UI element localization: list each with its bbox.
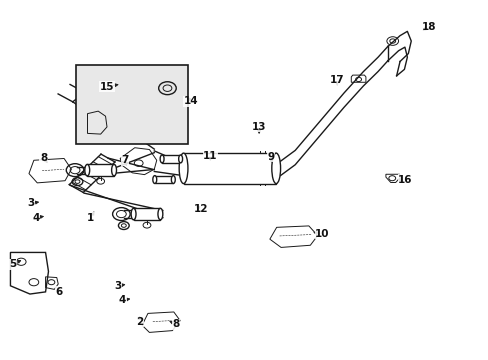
Text: 4: 4 — [119, 295, 126, 305]
Ellipse shape — [131, 208, 136, 220]
Text: 17: 17 — [329, 75, 344, 85]
Text: 6: 6 — [56, 287, 62, 297]
Bar — [155, 176, 173, 184]
Ellipse shape — [271, 153, 280, 184]
Bar — [87, 165, 114, 176]
Text: 16: 16 — [397, 175, 412, 185]
Ellipse shape — [153, 176, 157, 184]
Text: 4: 4 — [32, 213, 40, 222]
Ellipse shape — [84, 165, 89, 176]
Ellipse shape — [158, 208, 163, 220]
Text: 3: 3 — [27, 198, 35, 208]
Text: 12: 12 — [193, 204, 207, 214]
Ellipse shape — [111, 165, 116, 176]
Bar — [162, 155, 180, 163]
Text: 2: 2 — [136, 317, 143, 327]
Text: 8: 8 — [40, 153, 47, 163]
Text: 7: 7 — [121, 155, 128, 165]
Text: 9: 9 — [267, 152, 274, 162]
Text: 15: 15 — [100, 82, 114, 92]
Bar — [76, 65, 188, 144]
Text: 11: 11 — [203, 150, 217, 161]
Ellipse shape — [171, 176, 175, 184]
Text: 13: 13 — [251, 122, 266, 132]
Text: 1: 1 — [87, 213, 94, 222]
Text: 8: 8 — [172, 319, 180, 329]
Text: 14: 14 — [183, 96, 198, 106]
Bar — [133, 208, 160, 220]
Ellipse shape — [160, 155, 163, 163]
Text: 5: 5 — [9, 259, 17, 269]
Ellipse shape — [178, 155, 182, 163]
Text: 18: 18 — [421, 22, 435, 32]
Ellipse shape — [179, 153, 187, 184]
Bar — [183, 153, 276, 184]
Text: 10: 10 — [315, 229, 329, 239]
Text: 3: 3 — [114, 281, 121, 291]
